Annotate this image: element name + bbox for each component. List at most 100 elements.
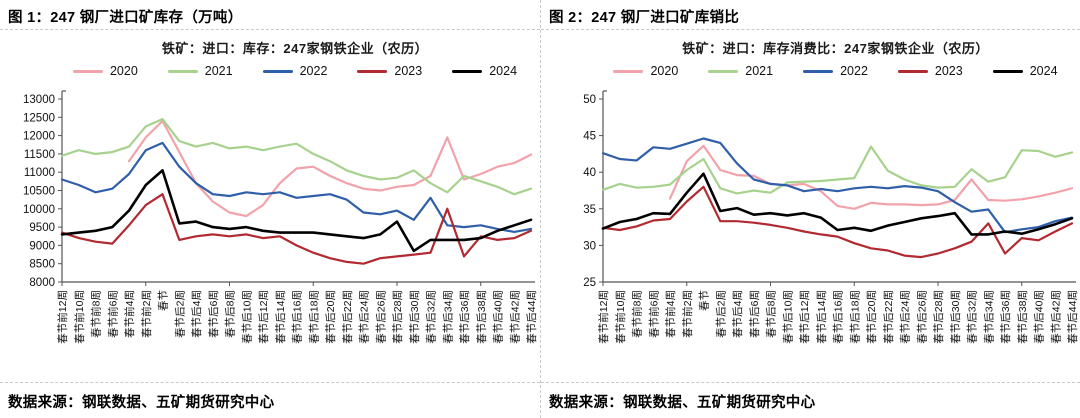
x-tick-label: 春节后14周	[816, 290, 828, 344]
x-tick-label: 春节后12周	[258, 290, 270, 344]
legend-label-2023: 2023	[394, 64, 423, 78]
x-tick-label: 春节后16周	[833, 290, 845, 344]
x-tick-label: 春节后20周	[325, 290, 337, 344]
series-line-2024	[601, 172, 1074, 236]
x-tick-label: 春节后28周	[392, 290, 404, 344]
x-tick-label: 春节后40周	[493, 290, 505, 344]
legend-item-2023: 2023	[357, 64, 422, 78]
data-source: 数据来源：钢联数据、五矿期货研究中心	[0, 382, 540, 418]
legend-swatch-2024	[452, 69, 483, 73]
y-tick-label: 50	[583, 94, 596, 106]
legend-item-2022: 2022	[262, 64, 328, 78]
legend-item-2024: 2024	[992, 64, 1058, 78]
legend-label-2024: 2024	[489, 64, 518, 78]
x-tick-label: 春节后42周	[509, 290, 521, 344]
legend-swatch-2021	[167, 69, 198, 73]
x-tick-label: 春节前2周	[681, 290, 694, 338]
chart-header: 铁矿：进口：库存：247家钢铁企业（农历） 2020 2021 2022 2023 20…	[50, 30, 540, 81]
legend-swatch-2023	[897, 69, 928, 73]
legend-swatch-2020	[613, 69, 644, 73]
y-tick-label: 8500	[29, 259, 55, 271]
x-tick-label: 春节	[158, 290, 170, 311]
figure-caption: 图 1：247 钢厂进口矿库存（万吨）	[0, 0, 540, 30]
x-tick-label: 春节后34周	[442, 290, 454, 344]
x-tick-label: 春节后8周	[766, 290, 778, 338]
x-tick-label: 春节前6周	[647, 290, 660, 338]
chart-subtitle: 铁矿：进口：库存：247家钢铁企业（农历）	[161, 41, 429, 56]
x-tick-label: 春节前8周	[90, 290, 103, 338]
x-tick-label: 春节前10周	[614, 290, 627, 344]
legend-item-2021: 2021	[708, 64, 773, 78]
x-tick-label: 春节后22周	[883, 290, 895, 344]
legend-swatch-2021	[708, 69, 739, 73]
x-tick-label: 春节后22周	[342, 290, 354, 344]
x-tick-label: 春节后38周	[476, 290, 488, 344]
x-tick-label: 春节后20周	[866, 290, 878, 344]
y-tick-label: 9000	[29, 240, 55, 252]
legend-label-2024: 2024	[1029, 64, 1058, 78]
y-tick-label: 8000	[29, 277, 55, 289]
x-tick-label: 春节后4周	[191, 290, 203, 338]
x-tick-label: 春节后24周	[359, 290, 371, 344]
legend-swatch-2020	[72, 69, 103, 73]
legend-label-2020: 2020	[650, 64, 679, 78]
legend-swatch-2024	[992, 69, 1023, 73]
line-chart-inventory: 8000 8500 9000 9500 10000 10500 11000 11500 1200…	[23, 90, 538, 344]
chart-subtitle: 铁矿：进口：库存消费比：247家钢铁企业（农历）	[682, 41, 989, 56]
data-source: 数据来源：钢联数据、五矿期货研究中心	[541, 382, 1080, 418]
y-tick-label: 35	[583, 204, 596, 216]
x-tick-label: 春节后4周	[732, 290, 744, 338]
y-tick-label: 12500	[23, 112, 55, 124]
panel-ratio-chart: 图 2：247 钢厂进口矿库销比 铁矿：进口：库存消费比：247家钢铁企业（农历…	[540, 0, 1080, 418]
x-tick-label: 春节后44周	[526, 290, 538, 344]
legend-item-2020: 2020	[72, 64, 138, 78]
legend-item-2023: 2023	[897, 64, 963, 78]
legend-label-2023: 2023	[934, 64, 963, 78]
x-tick-label: 春节后26周	[375, 290, 387, 344]
x-tick-label: 春节后26周	[916, 290, 928, 344]
series-line-2023	[601, 185, 1074, 259]
series-line-2022	[601, 137, 1074, 234]
x-tick-label: 春节后24周	[900, 290, 912, 344]
x-tick-label: 春节前4周	[123, 290, 136, 338]
y-tick-label: 10500	[23, 186, 55, 198]
x-tick-label: 春节前4周	[664, 290, 677, 338]
series-line-2020	[668, 144, 1074, 210]
x-tick-label: 春节后36周	[459, 290, 471, 344]
panel-inventory-chart: 图 1：247 钢厂进口矿库存（万吨） 铁矿：进口：库存：247家钢铁企业（农历…	[0, 0, 540, 418]
x-tick-label: 春节后18周	[308, 290, 320, 344]
x-tick-label: 春节前10周	[73, 290, 86, 344]
x-tick-label: 春节后32周	[967, 290, 979, 344]
y-tick-label: 25	[583, 277, 596, 289]
x-tick-label: 春节后16周	[292, 290, 304, 344]
legend-label-2020: 2020	[109, 64, 138, 78]
x-tick-label: 春节后6周	[749, 290, 761, 338]
series-line-2020	[127, 119, 533, 218]
chart-zone-inventory: 铁矿：进口：库存：247家钢铁企业（农历） 2020 2021 2022 2023 20…	[0, 30, 540, 382]
y-tick-label: 11500	[24, 149, 55, 161]
x-tick-label: 春节后18周	[849, 290, 861, 344]
y-tick-label: 9500	[29, 222, 55, 234]
x-tick-label: 春节前12周	[597, 290, 610, 344]
legend-label-2022: 2022	[840, 64, 868, 78]
y-tick-label: 10000	[23, 204, 55, 216]
y-tick-label: 40	[583, 167, 596, 179]
x-tick-label: 春节后42周	[1050, 290, 1062, 344]
x-tick-label: 春节后44周	[1067, 290, 1079, 344]
y-tick-label: 13000	[23, 94, 55, 106]
x-tick-label: 春节前8周	[631, 290, 644, 338]
x-tick-label: 春节后8周	[225, 290, 237, 338]
x-tick-label: 春节后40周	[1034, 290, 1046, 344]
legend-label-2022: 2022	[299, 64, 328, 78]
figure-caption: 图 2：247 钢厂进口矿库销比	[541, 0, 1080, 30]
legend-swatch-2023	[357, 69, 388, 73]
x-tick-label: 春节后32周	[426, 290, 438, 344]
y-tick-label: 45	[583, 131, 596, 143]
y-tick-label: 11000	[24, 167, 55, 179]
x-tick-label: 春节前6周	[106, 290, 119, 338]
x-tick-label: 春节	[699, 290, 711, 311]
x-tick-label: 春节后36周	[1000, 290, 1012, 344]
series-line-2024	[60, 169, 533, 253]
legend-swatch-2022	[803, 69, 834, 73]
